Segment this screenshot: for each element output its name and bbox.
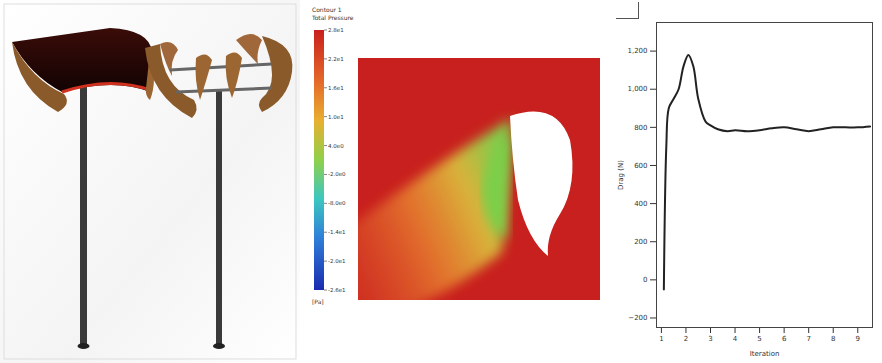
svg-text:1: 1 — [659, 335, 663, 343]
svg-text:600: 600 — [634, 162, 647, 170]
svg-text:0: 0 — [643, 276, 647, 284]
svg-text:1,000: 1,000 — [627, 85, 647, 93]
svg-text:200: 200 — [634, 238, 647, 246]
svg-text:2: 2 — [684, 335, 688, 343]
svg-text:1.0e1: 1.0e1 — [328, 114, 344, 120]
svg-text:4.0e0: 4.0e0 — [328, 143, 344, 149]
svg-text:8: 8 — [831, 335, 835, 343]
svg-text:5: 5 — [757, 335, 761, 343]
svg-text:1,200: 1,200 — [627, 47, 647, 55]
svg-text:[Pa]: [Pa] — [312, 298, 324, 305]
svg-text:400: 400 — [634, 200, 647, 208]
svg-text:Total Pressure: Total Pressure — [311, 14, 354, 21]
svg-text:800: 800 — [634, 124, 647, 132]
svg-text:9: 9 — [856, 335, 860, 343]
svg-text:Iteration: Iteration — [750, 350, 780, 358]
svg-text:-2.6e1: -2.6e1 — [328, 287, 346, 293]
svg-text:−200: −200 — [628, 314, 647, 322]
svg-text:-2.0e1: -2.0e1 — [328, 258, 346, 264]
svg-text:6: 6 — [782, 335, 787, 343]
svg-text:7: 7 — [806, 335, 810, 343]
svg-text:2.8e1: 2.8e1 — [328, 27, 344, 33]
svg-text:4: 4 — [733, 335, 738, 343]
svg-text:Contour 1: Contour 1 — [312, 6, 342, 13]
svg-text:-8.0e0: -8.0e0 — [328, 200, 346, 206]
svg-text:3: 3 — [708, 335, 712, 343]
svg-text:Drag (N): Drag (N) — [617, 160, 625, 190]
svg-text:-1.4e1: -1.4e1 — [328, 229, 346, 235]
svg-text:-2.0e0: -2.0e0 — [328, 171, 346, 177]
svg-text:2.2e1: 2.2e1 — [328, 56, 344, 62]
svg-text:1.6e1: 1.6e1 — [328, 85, 344, 91]
